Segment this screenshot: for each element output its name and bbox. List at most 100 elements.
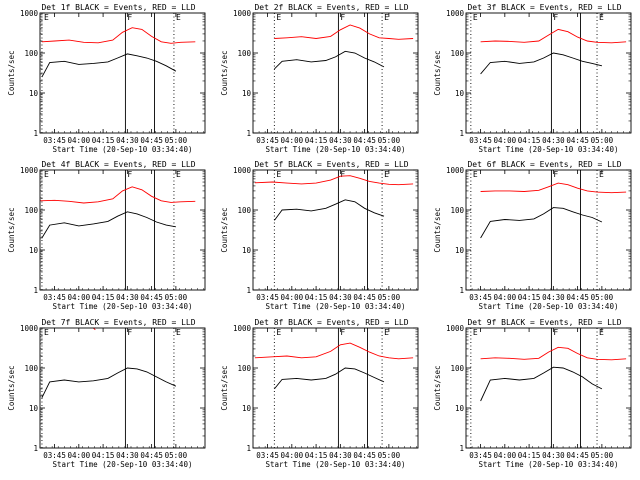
x-axis-label: Start Time (20-Sep-10 03:34:40) <box>479 145 619 154</box>
x-tick-label: 03:45 <box>469 136 492 145</box>
y-tick-label: 1000 <box>446 324 465 333</box>
x-axis-label: Start Time (20-Sep-10 03:34:40) <box>266 145 406 154</box>
y-axis-label: Counts/sec <box>7 50 16 95</box>
y-axis-label: Counts/sec <box>220 207 229 252</box>
x-tick-label: 04:30 <box>542 136 565 145</box>
interval-marker-label: E <box>176 170 181 179</box>
black-events-series-line <box>480 366 603 402</box>
x-tick-label: 04:15 <box>305 293 328 302</box>
x-tick-label: 04:30 <box>116 293 139 302</box>
x-axis-label: Start Time (20-Sep-10 03:34:40) <box>479 460 619 469</box>
x-tick-label: 04:30 <box>116 136 139 145</box>
red-lld-series-line <box>480 182 627 194</box>
interval-marker-label: F <box>340 170 345 179</box>
y-tick-label: 1 <box>33 129 38 138</box>
x-tick-label: 04:30 <box>329 293 352 302</box>
black-events-series-line <box>41 53 177 78</box>
y-tick-label: 10 <box>242 404 252 413</box>
interval-marker-label: E <box>176 13 181 22</box>
y-axis-label: Counts/sec <box>433 207 442 252</box>
y-tick-label: 10 <box>455 89 465 98</box>
black-events-series-line <box>274 50 385 70</box>
x-tick-label: 05:00 <box>591 451 614 460</box>
interval-marker-label: E <box>276 328 281 337</box>
y-tick-label: 100 <box>450 364 464 373</box>
interval-marker-label: F <box>127 328 132 337</box>
red-lld-series-line <box>39 186 196 204</box>
panel-title: Det 6f BLACK = Events, RED = LLD <box>467 160 621 169</box>
y-tick-label: 1 <box>459 444 464 453</box>
x-tick-label: 04:00 <box>494 293 517 302</box>
interval-marker-label: E <box>44 13 49 22</box>
y-tick-label: 1000 <box>233 166 252 175</box>
x-tick-label: 04:00 <box>68 136 91 145</box>
detector-panel: Det 2f BLACK = Events, RED = LLD 1 10 100 10… <box>220 3 419 154</box>
black-events-series-line <box>41 367 177 398</box>
x-tick-label: 04:00 <box>494 451 517 460</box>
black-events-series-line <box>274 367 385 390</box>
x-tick-label: 04:15 <box>518 451 541 460</box>
plot-frame <box>252 12 419 134</box>
x-tick-label: 04:45 <box>140 136 163 145</box>
y-tick-label: 10 <box>29 89 39 98</box>
y-tick-label: 1000 <box>20 166 39 175</box>
y-tick-label: 1 <box>459 286 464 295</box>
y-tick-label: 1000 <box>20 324 39 333</box>
y-axis-label: Counts/sec <box>7 207 16 252</box>
panel-title: Det 5f BLACK = Events, RED = LLD <box>254 160 408 169</box>
x-tick-label: 04:30 <box>542 293 565 302</box>
y-tick-label: 100 <box>24 49 38 58</box>
y-tick-label: 100 <box>24 364 38 373</box>
x-tick-label: 05:00 <box>378 451 401 460</box>
x-axis-label: Start Time (20-Sep-10 03:34:40) <box>53 302 193 311</box>
x-tick-label: 05:00 <box>165 136 188 145</box>
x-tick-label: 04:45 <box>353 451 376 460</box>
y-tick-label: 100 <box>237 49 251 58</box>
x-tick-label: 03:45 <box>256 293 279 302</box>
x-tick-label: 04:15 <box>518 136 541 145</box>
x-tick-label: 04:45 <box>566 136 589 145</box>
x-tick-label: 04:00 <box>68 293 91 302</box>
y-tick-label: 1 <box>246 444 251 453</box>
panel-title: Det 7f BLACK = Events, RED = LLD <box>41 318 195 327</box>
plot-frame <box>39 169 206 291</box>
detector-panel: Det 8f BLACK = Events, RED = LLD 1 10 100 10… <box>220 318 419 469</box>
x-tick-label: 04:30 <box>329 451 352 460</box>
x-tick-label: 04:15 <box>92 293 115 302</box>
interval-marker-label: E <box>599 170 604 179</box>
interval-marker-label: E <box>276 170 281 179</box>
panel-title: Det 4f BLACK = Events, RED = LLD <box>41 160 195 169</box>
interval-marker-label: E <box>473 170 478 179</box>
x-tick-label: 04:30 <box>116 451 139 460</box>
detector-panel: Det 3f BLACK = Events, RED = LLD 1 10 100 10… <box>433 3 632 154</box>
detector-panel: Det 6f BLACK = Events, RED = LLD 1 10 100 10… <box>433 160 632 311</box>
x-tick-label: 03:45 <box>256 136 279 145</box>
detector-panel: Det 4f BLACK = Events, RED = LLD 1 10 100 10… <box>7 160 206 311</box>
x-axis-label: Start Time (20-Sep-10 03:34:40) <box>479 302 619 311</box>
x-tick-label: 03:45 <box>43 293 66 302</box>
interval-marker-label: E <box>44 328 49 337</box>
interval-marker-label: E <box>384 13 389 22</box>
x-tick-label: 04:15 <box>518 293 541 302</box>
x-tick-label: 05:00 <box>378 136 401 145</box>
y-tick-label: 1 <box>33 286 38 295</box>
y-tick-label: 1 <box>33 444 38 453</box>
x-tick-label: 04:45 <box>140 451 163 460</box>
interval-marker-label: E <box>384 170 389 179</box>
interval-marker-label: E <box>599 328 604 337</box>
interval-marker-label: F <box>127 13 132 22</box>
red-lld-series-line <box>254 342 414 360</box>
y-tick-label: 1 <box>246 129 251 138</box>
red-lld-series-line <box>254 175 414 186</box>
y-tick-label: 10 <box>455 404 465 413</box>
y-axis-label: Counts/sec <box>433 365 442 410</box>
y-axis-label: Counts/sec <box>7 365 16 410</box>
interval-marker-label: F <box>127 170 132 179</box>
interval-marker-label: F <box>553 170 558 179</box>
panel-title: Det 8f BLACK = Events, RED = LLD <box>254 318 408 327</box>
x-tick-label: 04:15 <box>92 451 115 460</box>
y-tick-label: 10 <box>242 246 252 255</box>
panel-title: Det 3f BLACK = Events, RED = LLD <box>467 3 621 12</box>
x-tick-label: 04:45 <box>566 451 589 460</box>
